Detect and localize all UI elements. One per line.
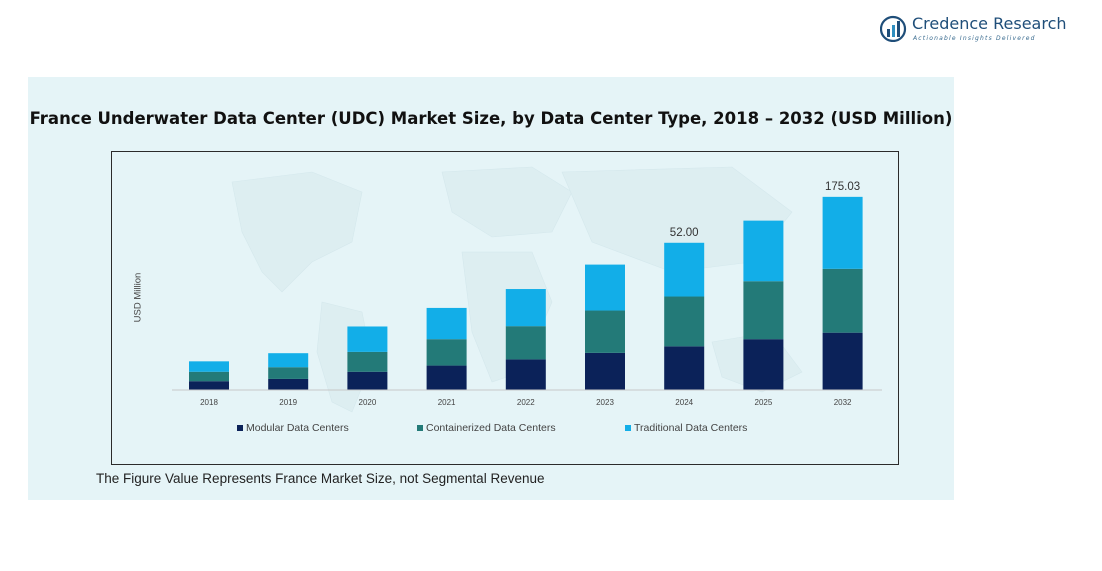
bar-segment-2032-traditional — [822, 196, 863, 269]
bar-segment-2020-traditional — [347, 326, 388, 352]
legend-swatch-modular — [237, 425, 243, 432]
chart-panel: France Underwater Data Center (UDC) Mark… — [28, 77, 954, 500]
bar-segment-2021-modular — [426, 365, 467, 390]
logo-name: Credence Research — [912, 14, 1067, 33]
chart-footnote: The Figure Value Represents France Marke… — [96, 471, 545, 486]
logo-mark-icon — [880, 15, 907, 42]
chart-plot: 2018 2019 2020 2021 2022 2023 2024 2025 2032 52.… — [172, 166, 882, 413]
chart-title: France Underwater Data Center (UDC) Mark… — [29, 109, 953, 128]
bar-segment-2023-containerized — [585, 310, 625, 353]
chart-frame: 2018 2019 2020 2021 2022 2023 2024 2025 2032 52.… — [111, 151, 899, 465]
bar-segment-2025-modular — [743, 339, 784, 390]
legend-item-modular: Modular Data Centers — [237, 422, 349, 434]
bar-segment-2019-traditional — [268, 353, 309, 368]
bar-segment-2022-containerized — [505, 326, 546, 360]
credence-research-logo: Credence Research Actionable Insights De… — [880, 12, 1080, 46]
bar-segment-2024-traditional — [664, 242, 705, 297]
bar-segment-2025-containerized — [743, 281, 784, 340]
bar-segment-2018-modular — [189, 381, 229, 390]
legend-label-containerized: Containerized Data Centers — [426, 422, 556, 434]
x-tick-label-2018: 2018 — [200, 398, 218, 407]
logo-tagline: Actionable Insights Delivered — [913, 35, 1036, 42]
x-tick-label-2023: 2023 — [596, 398, 614, 407]
bar-segment-2020-containerized — [347, 351, 388, 372]
x-tick-label-2022: 2022 — [517, 398, 535, 407]
legend-swatch-traditional — [625, 425, 631, 432]
x-tick-label-2032: 2032 — [834, 398, 852, 407]
bar-segment-2024-containerized — [664, 296, 705, 347]
bar-segment-2023-traditional — [585, 264, 625, 311]
data-label-2024: 52.00 — [670, 227, 699, 239]
bar-segment-2021-containerized — [426, 339, 467, 366]
x-tick-label-2020: 2020 — [359, 398, 377, 407]
y-axis-label: USD Million — [132, 272, 144, 323]
data-label-2032: 175.03 — [825, 181, 860, 193]
legend-swatch-containerized — [417, 425, 423, 432]
legend-label-modular: Modular Data Centers — [246, 422, 349, 434]
x-tick-label-2021: 2021 — [438, 398, 456, 407]
bar-segment-2032-modular — [822, 332, 863, 390]
x-tick-label-2019: 2019 — [279, 398, 297, 407]
bar-segment-2022-traditional — [505, 289, 546, 327]
bar-segment-2021-traditional — [426, 307, 467, 340]
bar-segment-2032-containerized — [822, 268, 863, 333]
x-tick-label-2025: 2025 — [755, 398, 773, 407]
bar-segment-2025-traditional — [743, 220, 784, 282]
bar-segment-2018-containerized — [189, 371, 229, 382]
x-tick-label-2024: 2024 — [675, 398, 693, 407]
legend-item-traditional: Traditional Data Centers — [625, 422, 747, 434]
bar-segment-2022-modular — [505, 359, 546, 390]
bar-segment-2018-traditional — [189, 361, 229, 372]
bar-segment-2024-modular — [664, 346, 705, 390]
legend-item-containerized: Containerized Data Centers — [417, 422, 556, 434]
legend-label-traditional: Traditional Data Centers — [634, 422, 748, 434]
bar-segment-2019-modular — [268, 378, 309, 390]
bar-segment-2020-modular — [347, 371, 388, 390]
chart-legend: Modular Data Centers Containerized Data … — [237, 422, 837, 436]
bar-segment-2023-modular — [585, 352, 625, 390]
bar-segment-2019-containerized — [268, 367, 309, 379]
